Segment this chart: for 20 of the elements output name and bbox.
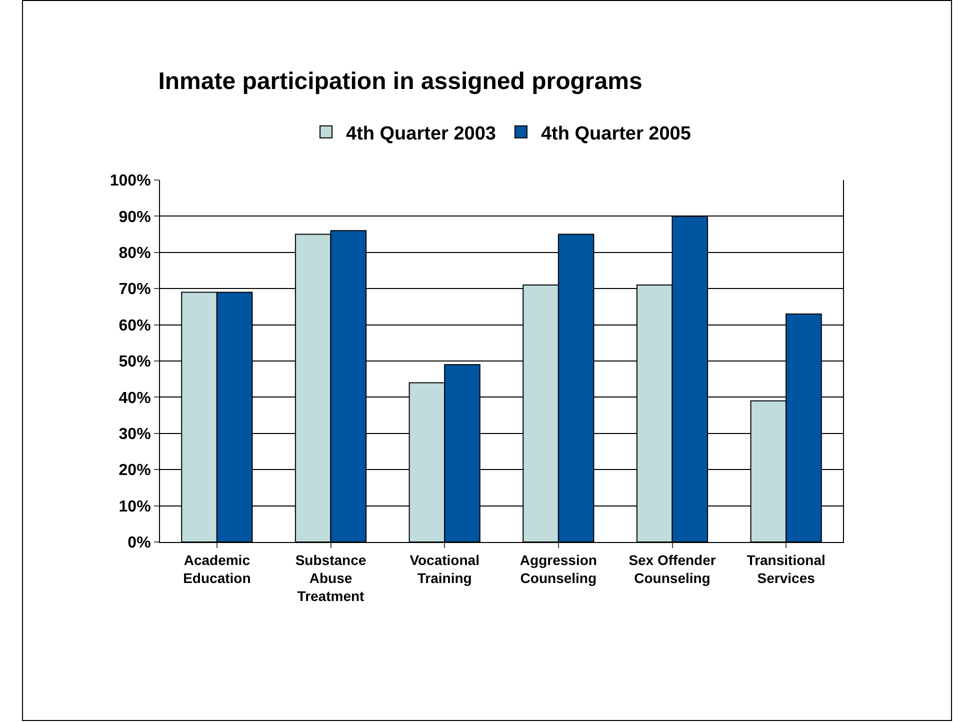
y-tick-label: 30% — [118, 426, 151, 443]
x-tick-label: Transitional Services — [746, 552, 826, 586]
y-tick-label: 70% — [118, 281, 151, 298]
x-tick-label: Academic Education — [183, 552, 251, 586]
x-tick-label: Substance Abuse Treatment — [295, 552, 366, 604]
y-tick-label: 60% — [118, 317, 151, 334]
chart-title: Inmate participation in assigned programs — [158, 68, 642, 95]
x-tick-label: Sex Offender Counseling — [628, 552, 716, 586]
legend-label: 4th Quarter 2003 — [346, 123, 496, 144]
y-tick-label: 40% — [118, 390, 151, 407]
x-tick-label: Vocational Training — [410, 552, 480, 586]
x-tick-label: Aggression Counseling — [520, 552, 597, 586]
y-tick-label: 50% — [118, 354, 151, 371]
y-tick-label: 20% — [118, 462, 151, 480]
legend-label: 4th Quarter 2005 — [540, 123, 692, 144]
y-tick-label: 10% — [118, 498, 151, 516]
y-tick-label: 0% — [128, 534, 151, 552]
y-tick-label: 100% — [110, 172, 151, 190]
y-tick-label: 80% — [118, 245, 151, 262]
y-tick-label: 90% — [118, 208, 151, 226]
